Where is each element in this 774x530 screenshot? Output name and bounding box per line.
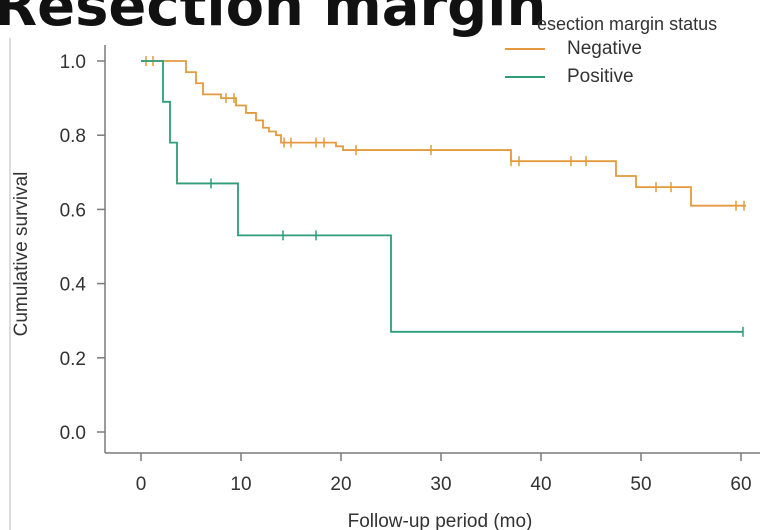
x-tick-label: 50 <box>630 474 651 495</box>
legend-item-negative: Negative <box>505 38 642 60</box>
legend-label-positive: Positive <box>567 66 634 87</box>
series-line-negative <box>141 60 746 207</box>
x-ticks: 0 10 20 30 40 50 60 <box>136 453 752 495</box>
y-ticks: 0.0 0.2 0.4 0.6 0.8 1.0 <box>60 52 105 444</box>
x-tick-label: 30 <box>430 474 451 495</box>
y-tick-label: 0.8 <box>60 126 86 147</box>
x-tick-label: 60 <box>730 474 751 495</box>
y-tick-label: 1.0 <box>60 52 86 73</box>
x-axis-label: Follow-up period (mo) <box>348 511 533 530</box>
y-axis-label: Cumulative survival <box>11 172 32 337</box>
legend-title: esection margin status <box>537 14 718 34</box>
series-layer <box>141 56 746 337</box>
y-tick-label: 0.2 <box>60 349 86 370</box>
series-line-positive <box>141 60 743 333</box>
legend-swatch-negative <box>505 48 545 50</box>
y-tick-label: 0.0 <box>60 423 86 444</box>
x-tick-label: 10 <box>230 474 251 495</box>
x-tick-label: 0 <box>136 474 147 495</box>
page-title: Resection margin <box>0 0 547 39</box>
x-tick-label: 40 <box>530 474 551 495</box>
legend-label-negative: Negative <box>567 38 642 59</box>
legend-item-positive: Positive <box>505 66 634 88</box>
y-tick-label: 0.6 <box>60 200 86 221</box>
legend-swatch-positive <box>505 76 545 78</box>
y-tick-label: 0.4 <box>60 275 87 296</box>
x-tick-label: 20 <box>330 474 351 495</box>
